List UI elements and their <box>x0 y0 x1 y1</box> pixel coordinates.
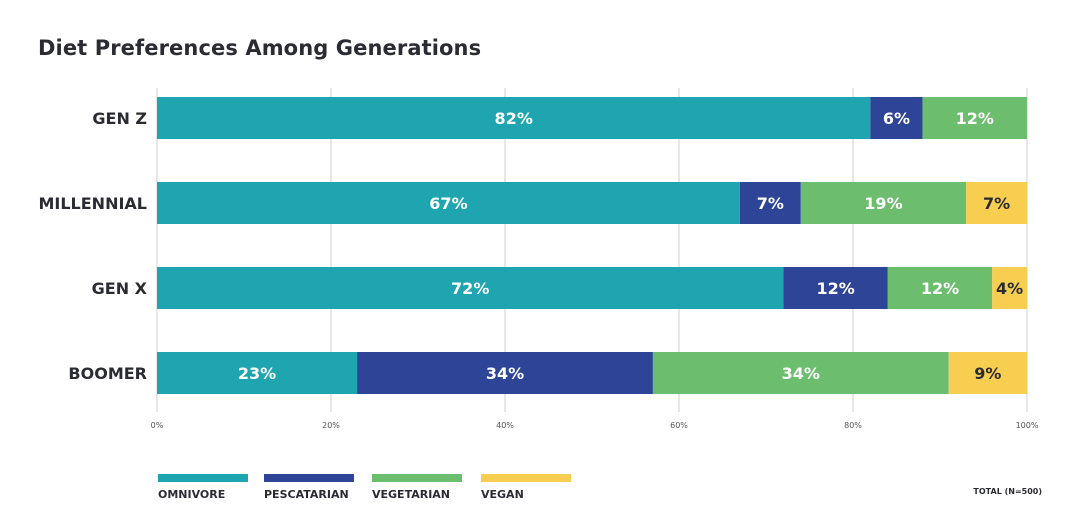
data-label: 7% <box>757 194 784 213</box>
x-tick-label: 20% <box>322 421 340 430</box>
data-label: 4% <box>996 279 1023 298</box>
data-label: 6% <box>883 109 910 128</box>
data-label: 9% <box>974 364 1001 383</box>
bar-segment <box>357 352 653 394</box>
x-tick-label: 40% <box>496 421 514 430</box>
bar-segment <box>157 267 784 309</box>
data-label: 67% <box>429 194 467 213</box>
bar-segment <box>887 267 993 309</box>
category-label: GEN X <box>92 279 148 298</box>
data-label: 12% <box>816 279 854 298</box>
bar-segment <box>157 352 358 394</box>
legend-label: VEGAN <box>481 488 524 501</box>
legend-swatch <box>481 474 571 482</box>
data-label: 82% <box>495 109 533 128</box>
data-label: 72% <box>451 279 489 298</box>
legend-label: PESCATARIAN <box>264 488 349 501</box>
total-note: TOTAL (N=500) <box>973 487 1042 496</box>
x-tick-label: 80% <box>844 421 862 430</box>
legend-label: VEGETARIAN <box>372 488 450 501</box>
category-label: BOOMER <box>68 364 147 383</box>
bar-segment <box>157 97 871 139</box>
data-label: 12% <box>921 279 959 298</box>
bar-segment <box>966 182 1027 224</box>
bar-segment <box>870 97 923 139</box>
chart-title: Diet Preferences Among Generations <box>38 36 482 60</box>
legend-swatch <box>158 474 248 482</box>
bar-segment <box>800 182 967 224</box>
data-label: 23% <box>238 364 276 383</box>
bar-segment <box>948 352 1027 394</box>
data-label: 12% <box>956 109 994 128</box>
legend-label: OMNIVORE <box>158 488 225 501</box>
x-tick-label: 60% <box>670 421 688 430</box>
bar-segment <box>922 97 1027 139</box>
data-label: 19% <box>864 194 902 213</box>
legend-swatch <box>372 474 462 482</box>
bar-segment <box>783 267 888 309</box>
x-tick-label: 100% <box>1016 421 1039 430</box>
legend-swatch <box>264 474 354 482</box>
bar-segment <box>157 182 740 224</box>
category-label: GEN Z <box>92 109 147 128</box>
x-tick-label: 0% <box>151 421 164 430</box>
bar-segment <box>652 352 949 394</box>
category-label: MILLENNIAL <box>38 194 147 213</box>
data-label: 34% <box>782 364 820 383</box>
bar-segment <box>739 182 801 224</box>
data-label: 34% <box>486 364 524 383</box>
bar-segment <box>992 267 1027 309</box>
data-label: 7% <box>983 194 1010 213</box>
